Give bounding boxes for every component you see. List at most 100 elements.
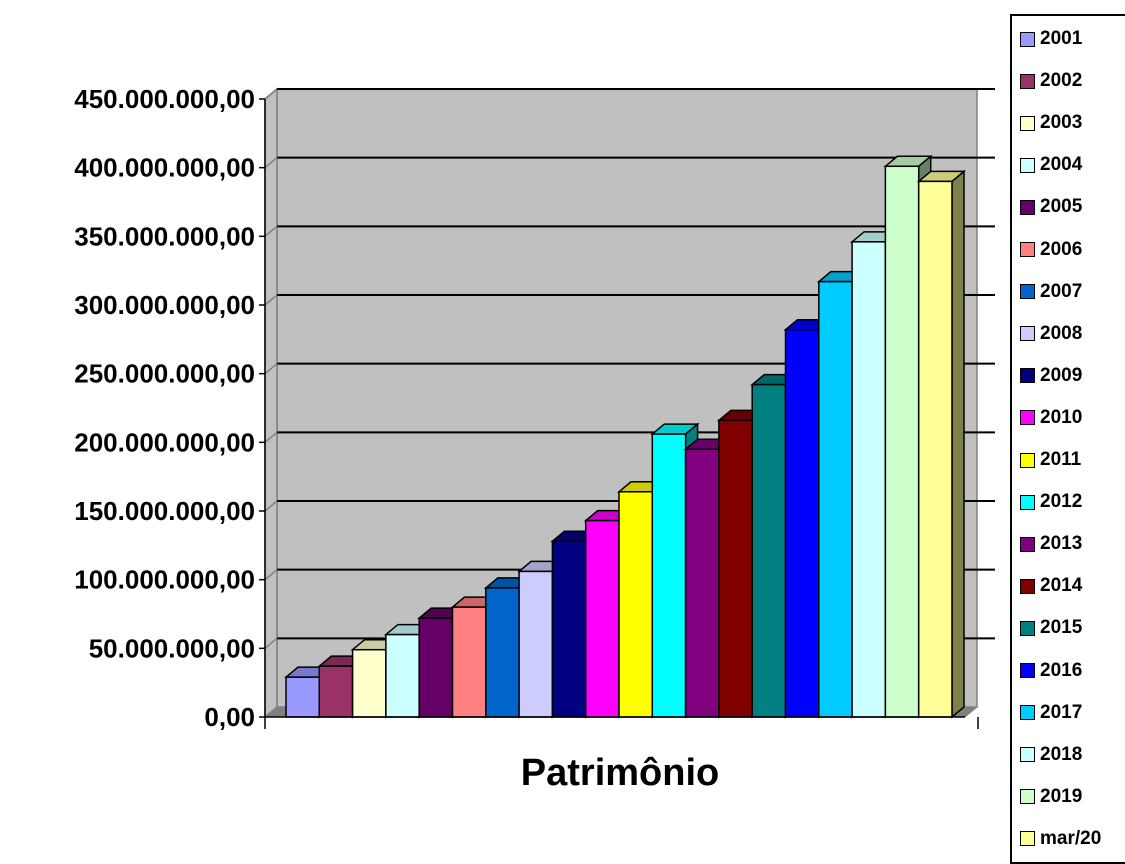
legend-item: 2008 bbox=[1020, 319, 1082, 349]
legend-item: 2001 bbox=[1020, 24, 1082, 54]
bar-side bbox=[951, 169, 965, 719]
legend-item: mar/20 bbox=[1020, 824, 1101, 854]
legend-label: 2004 bbox=[1040, 154, 1083, 176]
bars bbox=[283, 154, 967, 719]
bar-front bbox=[518, 570, 554, 718]
bar-front bbox=[318, 665, 354, 718]
legend-label: 2008 bbox=[1040, 322, 1083, 344]
legend-item: 2018 bbox=[1020, 740, 1082, 770]
gridline-side bbox=[264, 637, 278, 649]
legend-item: 2016 bbox=[1020, 656, 1082, 686]
bar-mar-20 bbox=[916, 169, 967, 719]
legend-label: 2017 bbox=[1040, 701, 1083, 723]
y-tick-label: 400.000.000,00 bbox=[74, 153, 255, 183]
legend-swatch bbox=[1020, 31, 1035, 47]
legend-item: 2017 bbox=[1020, 698, 1082, 728]
bar-front bbox=[884, 165, 920, 718]
y-tick-label: 300.000.000,00 bbox=[74, 290, 255, 320]
legend-swatch bbox=[1020, 620, 1035, 636]
legend-label: 2006 bbox=[1040, 238, 1083, 260]
legend-item: 2007 bbox=[1020, 277, 1082, 307]
legend-label: 2011 bbox=[1040, 449, 1082, 470]
legend-swatch bbox=[1020, 452, 1035, 468]
legend-swatch bbox=[1020, 73, 1035, 89]
legend-item: 2012 bbox=[1020, 487, 1082, 517]
legend-swatch bbox=[1020, 284, 1035, 300]
bar-front bbox=[285, 676, 321, 718]
legend-label: 2016 bbox=[1040, 659, 1083, 681]
y-tick-label: 150.000.000,00 bbox=[74, 496, 255, 526]
legend-label: 2015 bbox=[1040, 617, 1083, 639]
y-tick-label: 200.000.000,00 bbox=[74, 427, 255, 457]
gridline-side bbox=[264, 225, 278, 237]
gridline-side bbox=[264, 88, 278, 100]
legend-swatch bbox=[1020, 368, 1035, 384]
legend-item: 2013 bbox=[1020, 529, 1082, 559]
legend-label: 2019 bbox=[1040, 785, 1083, 807]
legend-label: 2014 bbox=[1040, 575, 1083, 597]
y-axis-ticks: 0,00 50.000.000,00 100.000.000,00 150.000.0… bbox=[74, 84, 979, 732]
bar-front bbox=[751, 383, 787, 718]
bar-front bbox=[485, 587, 520, 718]
legend-swatch bbox=[1020, 663, 1035, 678]
legend-item: 2004 bbox=[1020, 150, 1082, 180]
gridline-side bbox=[264, 569, 278, 581]
y-tick-label: 250.000.000,00 bbox=[74, 359, 255, 389]
legend-item: 2010 bbox=[1020, 403, 1082, 433]
gridline-side bbox=[264, 363, 278, 375]
legend-swatch bbox=[1020, 705, 1035, 721]
bar-front bbox=[451, 606, 487, 718]
legend-swatch bbox=[1020, 747, 1035, 763]
legend-swatch bbox=[1020, 536, 1035, 552]
legend-label: 2012 bbox=[1040, 491, 1083, 513]
legend-swatch bbox=[1020, 494, 1035, 510]
bar-front bbox=[718, 419, 753, 718]
y-tick-label: 100.000.000,00 bbox=[74, 565, 255, 595]
bar-front bbox=[684, 448, 720, 718]
legend-swatch bbox=[1020, 242, 1035, 257]
legend-swatch bbox=[1020, 157, 1035, 173]
legend-item: 2014 bbox=[1020, 571, 1082, 601]
bar-front bbox=[784, 328, 820, 718]
bar-front bbox=[917, 180, 953, 718]
legend-label: 2010 bbox=[1040, 406, 1083, 428]
legend-item: 2019 bbox=[1020, 782, 1082, 812]
legend-label: 2002 bbox=[1040, 70, 1083, 92]
legend-item: 2011 bbox=[1020, 445, 1081, 475]
gridline-side bbox=[264, 500, 278, 512]
legend-item: 2002 bbox=[1020, 66, 1082, 96]
bar-front bbox=[818, 280, 853, 718]
gridline-side bbox=[264, 431, 278, 443]
legend-swatch bbox=[1020, 831, 1035, 847]
legend-label: 2013 bbox=[1040, 533, 1083, 555]
legend-swatch bbox=[1020, 410, 1035, 426]
legend-swatch bbox=[1020, 578, 1035, 594]
legend: 2001 2002 2003 2004 2005 2006 2007 2008 2009 2010… bbox=[1010, 14, 1125, 864]
legend-item: 2006 bbox=[1020, 235, 1082, 265]
legend-label: 2007 bbox=[1040, 280, 1083, 302]
legend-label: 2005 bbox=[1040, 196, 1083, 218]
y-tick-label: 350.000.000,00 bbox=[74, 221, 255, 251]
x-axis-label: Patrimônio bbox=[521, 752, 719, 794]
legend-label: 2003 bbox=[1040, 112, 1083, 134]
legend-item: 2003 bbox=[1020, 108, 1082, 138]
bar-front bbox=[385, 633, 420, 718]
legend-label: 2018 bbox=[1040, 743, 1083, 765]
legend-swatch bbox=[1020, 789, 1035, 805]
side-wall bbox=[264, 87, 278, 719]
legend-label: 2001 bbox=[1040, 28, 1083, 49]
bar-front bbox=[351, 648, 387, 718]
legend-swatch bbox=[1020, 326, 1035, 342]
y-tick-label: 50.000.000,00 bbox=[89, 633, 255, 663]
bar-front bbox=[618, 491, 654, 718]
y-tick-label: 0,00 bbox=[204, 702, 255, 732]
bar-front bbox=[551, 540, 587, 718]
bar-front bbox=[584, 519, 620, 718]
gridline-side bbox=[264, 157, 278, 169]
legend-swatch bbox=[1020, 115, 1035, 131]
bar-front bbox=[851, 241, 887, 718]
legend-item: 2005 bbox=[1020, 192, 1082, 222]
legend-label: 2009 bbox=[1040, 364, 1083, 386]
bar-front bbox=[418, 617, 454, 718]
